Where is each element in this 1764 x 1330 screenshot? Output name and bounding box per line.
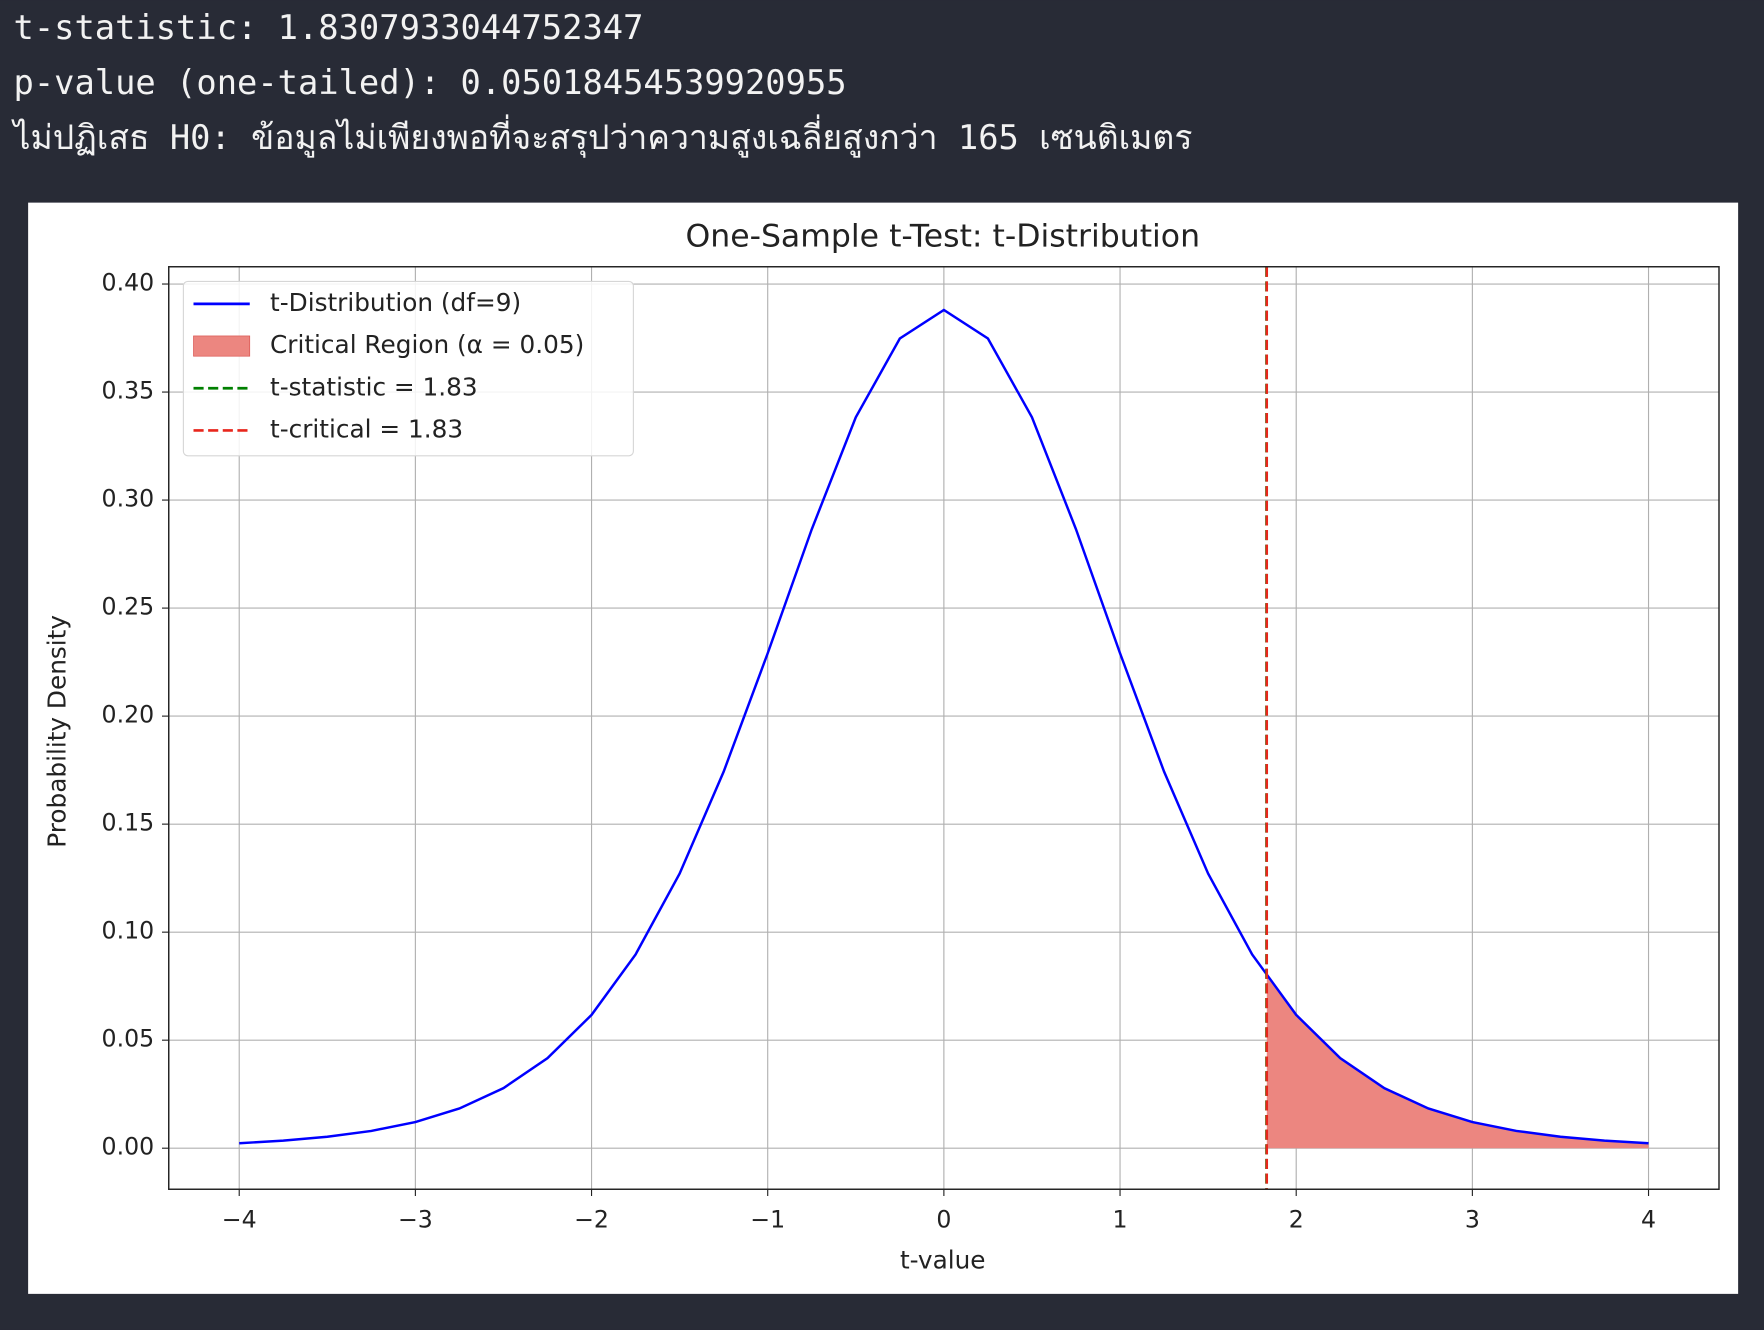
output-line: t-statistic: 1.8307933044752347 xyxy=(14,8,644,47)
y-tick-label: 0.10 xyxy=(102,917,155,945)
y-tick-label: 0.35 xyxy=(102,377,155,405)
y-tick-label: 0.40 xyxy=(102,269,155,297)
output-line: ไม่ปฏิเสธ H0: ข้อมูลไม่เพียงพอที่จะสรุปว… xyxy=(11,114,1193,158)
x-tick-label: −2 xyxy=(574,1205,609,1233)
y-tick-label: 0.00 xyxy=(102,1133,155,1161)
x-tick-label: −4 xyxy=(222,1205,257,1233)
legend-swatch xyxy=(193,335,251,357)
plot-frame xyxy=(168,266,1720,1190)
critical-region xyxy=(1266,976,1649,1149)
output-line: p-value (one-tailed): 0.0501845453992095… xyxy=(14,63,847,102)
y-tick-label: 0.20 xyxy=(102,701,155,729)
x-tick-label: 4 xyxy=(1641,1205,1656,1233)
y-tick-label: 0.25 xyxy=(102,593,155,621)
x-tick-label: −1 xyxy=(750,1205,785,1233)
x-tick-label: −3 xyxy=(398,1205,433,1233)
y-axis-label: Probability Density xyxy=(42,615,71,848)
plot: −4 −3 −2 −1 0 1 2 3 4 0.00 0.05 0.10 0.15 0.20 0.25 0.3… xyxy=(102,266,1720,1233)
legend-label: Critical Region (α = 0.05) xyxy=(270,330,584,359)
chart-title: One-Sample t-Test: t-Distribution xyxy=(685,219,1200,255)
y-tick-label: 0.30 xyxy=(102,485,155,513)
line-series xyxy=(239,308,1649,1145)
y-tick-label: 0.15 xyxy=(102,809,155,837)
x-tick-label: 1 xyxy=(1113,1205,1128,1233)
legend-label: t-critical = 1.83 xyxy=(270,414,463,443)
x-tick-label: 2 xyxy=(1289,1205,1304,1233)
x-tick-label: 3 xyxy=(1465,1205,1480,1233)
x-axis-label: t-value xyxy=(900,1245,986,1274)
x-tick-label: 0 xyxy=(936,1205,951,1233)
y-tick-label: 0.05 xyxy=(102,1025,155,1053)
legend-label: t-statistic = 1.83 xyxy=(270,372,478,401)
legend-box xyxy=(182,280,634,457)
legend-label: t-Distribution (df=9) xyxy=(270,288,521,317)
